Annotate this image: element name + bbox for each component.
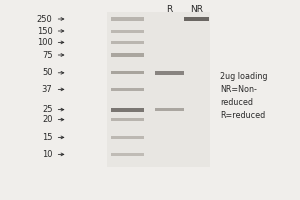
Text: 150: 150: [37, 26, 52, 36]
Text: 75: 75: [42, 50, 52, 60]
Text: 37: 37: [42, 85, 52, 94]
Text: NR: NR: [190, 4, 203, 14]
FancyBboxPatch shape: [111, 108, 144, 112]
Text: 2ug loading
NR=Non-
reduced
R=reduced: 2ug loading NR=Non- reduced R=reduced: [220, 72, 268, 120]
Text: 20: 20: [42, 115, 52, 124]
FancyBboxPatch shape: [155, 71, 184, 75]
Text: 250: 250: [37, 15, 52, 23]
Text: 25: 25: [42, 105, 52, 114]
Text: 50: 50: [42, 68, 52, 77]
FancyBboxPatch shape: [111, 118, 144, 121]
Text: R: R: [167, 4, 172, 14]
Text: 100: 100: [37, 38, 52, 47]
FancyBboxPatch shape: [111, 88, 144, 91]
FancyBboxPatch shape: [111, 71, 144, 74]
FancyBboxPatch shape: [155, 108, 184, 111]
Text: 10: 10: [42, 150, 52, 159]
FancyBboxPatch shape: [106, 12, 210, 167]
FancyBboxPatch shape: [111, 41, 144, 44]
FancyBboxPatch shape: [111, 29, 144, 32]
FancyBboxPatch shape: [111, 17, 144, 21]
FancyBboxPatch shape: [111, 136, 144, 139]
FancyBboxPatch shape: [184, 17, 209, 21]
FancyBboxPatch shape: [111, 153, 144, 156]
Text: 15: 15: [42, 133, 52, 142]
FancyBboxPatch shape: [111, 53, 144, 57]
